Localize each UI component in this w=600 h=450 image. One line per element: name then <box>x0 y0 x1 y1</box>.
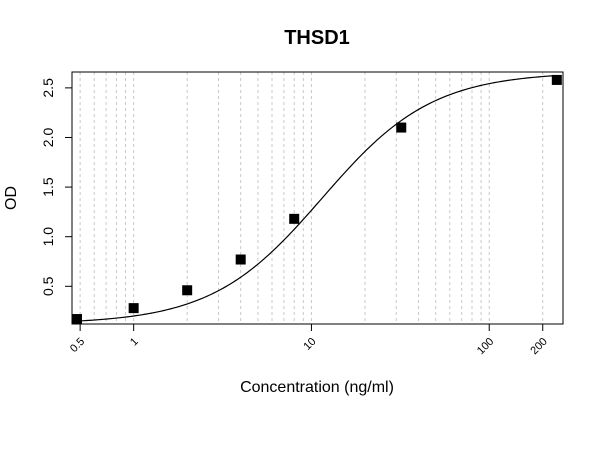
y-tick-label: 0.5 <box>40 276 56 296</box>
plot-frame <box>71 71 564 325</box>
data-point <box>551 74 562 85</box>
data-point <box>235 254 246 265</box>
y-tick-label: 2.5 <box>40 78 56 98</box>
y-tick-label: 1.0 <box>40 227 56 247</box>
data-point <box>128 303 139 314</box>
x-tick-label: 100 <box>475 336 496 357</box>
x-tick-label: 1 <box>128 336 141 349</box>
x-axis-label: Concentration (ng/ml) <box>240 379 394 396</box>
data-point <box>289 213 300 224</box>
y-tick-label: 1.5 <box>40 177 56 197</box>
data-points-layer <box>71 74 562 325</box>
fit-curve-layer <box>76 74 557 322</box>
x-tick-label: 200 <box>528 336 549 357</box>
chart-title: THSD1 <box>284 27 350 49</box>
y-tick-label: 2.0 <box>40 128 56 148</box>
x-axis: 0.5 1 10 100 200 <box>68 324 550 357</box>
grid-lines <box>79 72 544 324</box>
y-axis: 0.5 1.0 1.5 2.0 2.5 <box>40 78 72 296</box>
x-tick-label: 0.5 <box>68 336 87 355</box>
data-point <box>182 285 193 296</box>
x-tick-label: 10 <box>301 336 318 353</box>
fit-curve <box>76 74 557 322</box>
y-axis-label: OD <box>3 186 20 210</box>
data-point <box>71 314 82 325</box>
data-point <box>396 122 407 133</box>
